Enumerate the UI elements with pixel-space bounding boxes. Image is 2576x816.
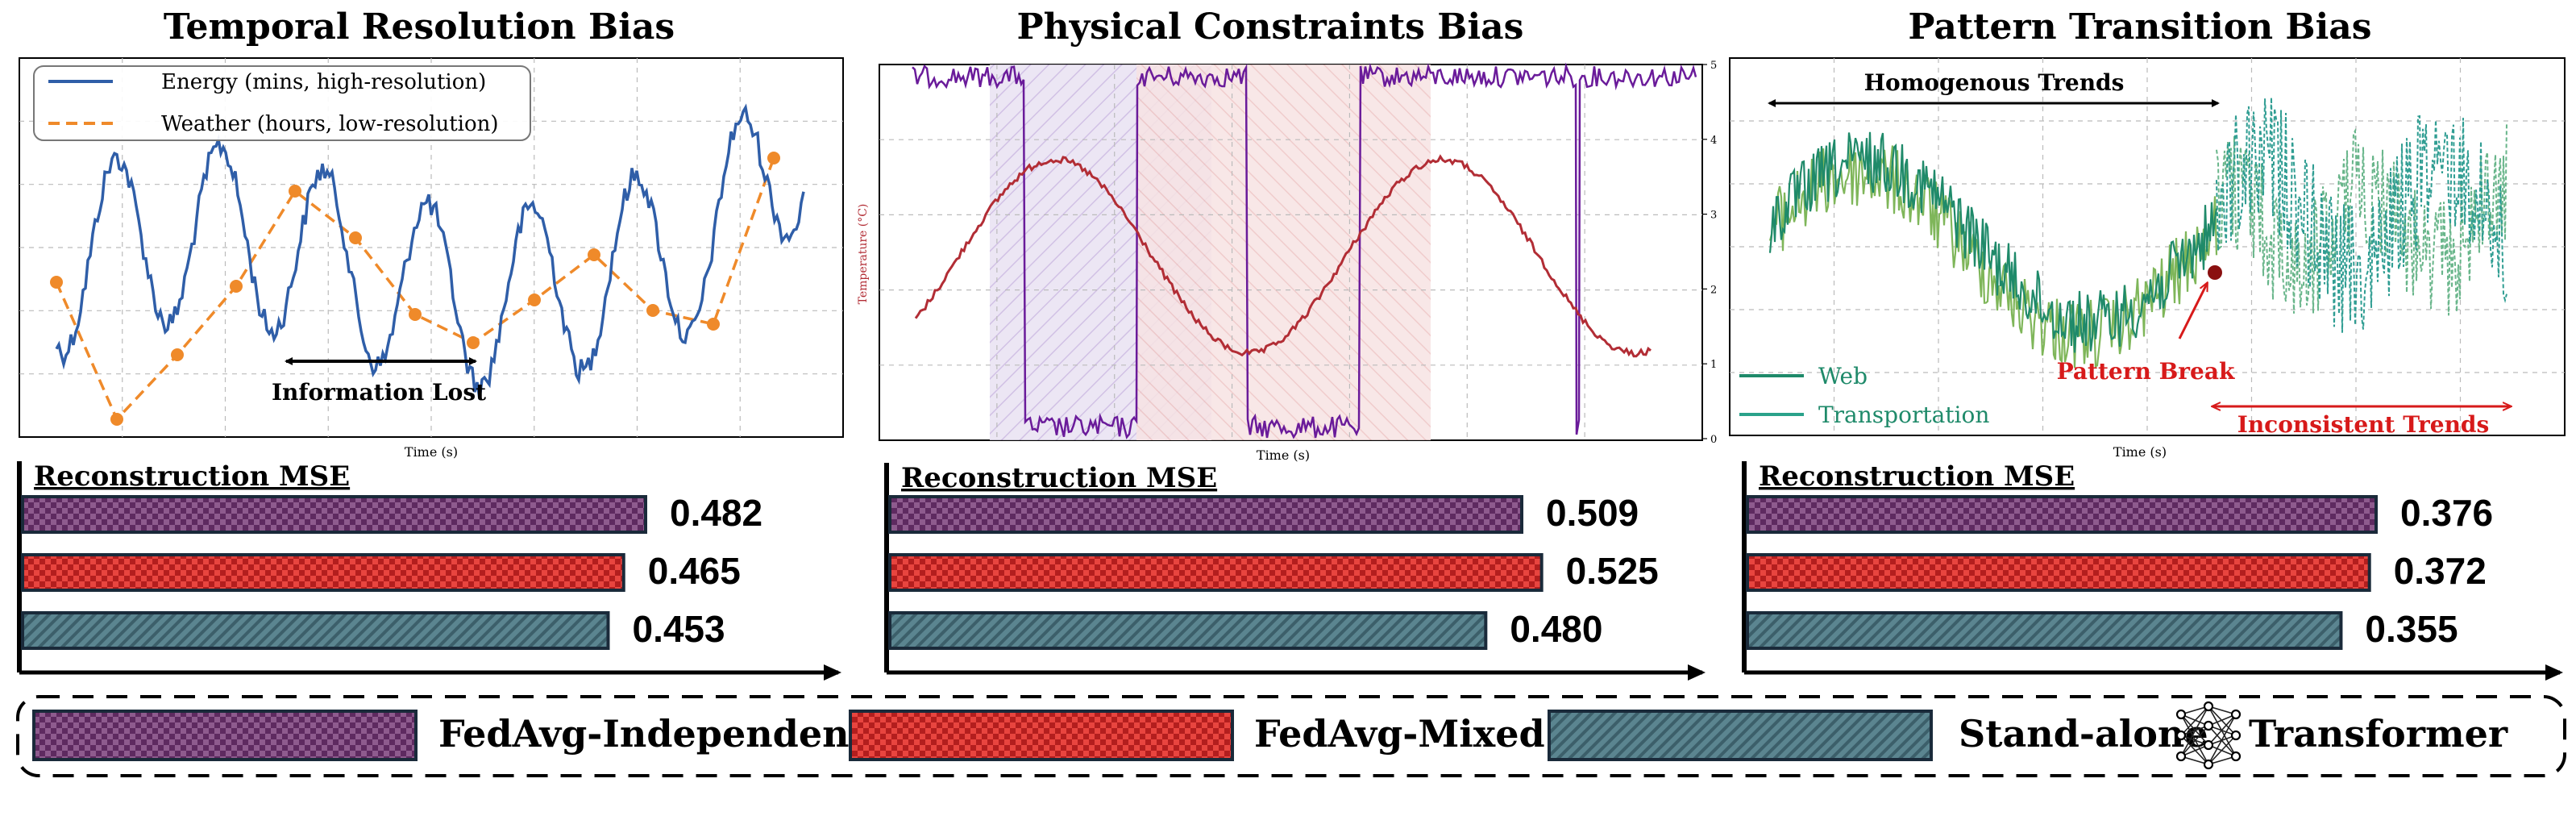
panel2-right-tick: 1: [1710, 359, 1717, 371]
homogenous-label: Homogenous Trends: [1864, 69, 2125, 96]
weather-point: [230, 280, 243, 293]
bar-value-label: 0.453: [632, 608, 725, 650]
bar-chart-3: Reconstruction MSE 0.376 0.372 0.355: [1742, 460, 2563, 681]
inconsistent-label: Inconsistent Trends: [2237, 411, 2490, 438]
information-lost-label: Information Lost: [272, 379, 486, 406]
shaded-region-pink: [1136, 65, 1431, 440]
bar-chart-title: Reconstruction MSE: [901, 462, 1217, 494]
transport-series-line: [1768, 143, 2218, 368]
bar-value-label: 0.465: [648, 550, 741, 592]
bar-chart-title: Reconstruction MSE: [34, 460, 350, 493]
panel3-xlabel: Time (s): [2113, 444, 2167, 460]
weather-point: [110, 413, 123, 426]
panel2-right-tick: 2: [1710, 284, 1717, 296]
constraint-series-line: [912, 62, 1697, 439]
legend-label-standalone: Stand-alone: [1959, 712, 2208, 756]
weather-point: [409, 308, 422, 321]
weather-point: [707, 318, 720, 331]
web-series-line-2: [2216, 97, 2507, 333]
bar-value-label: 0.525: [1566, 550, 1659, 592]
legend-swatch-standalone: [1548, 710, 1933, 761]
panel2-right-tick: 0: [1710, 434, 1717, 446]
panel2-right-tick: 4: [1710, 135, 1717, 147]
panel3-plot: Homogenous Trends Pattern Break Inconsis…: [1729, 57, 2566, 460]
weather-points: [50, 152, 780, 426]
panel1-plot: Information Lost Energy (mins, high-reso…: [19, 57, 844, 460]
bar-chart-1: Reconstruction MSE 0.482 0.465 0.453: [17, 460, 841, 681]
bar-standalone: [1746, 611, 2343, 650]
bar-value-label: 0.355: [2365, 608, 2458, 650]
panel3-title: Pattern Transition Bias: [1908, 6, 2371, 48]
pattern-break-label: Pattern Break: [2057, 358, 2235, 385]
bar-value-label: 0.509: [1546, 492, 1639, 534]
transport-series-line-2: [2216, 123, 2507, 316]
legend-label-mixed: FedAvg-Mixed: [1254, 712, 1545, 756]
panel2-xlabel: Time (s): [1257, 448, 1310, 463]
bar-independent: [1746, 495, 2378, 534]
bar-mixed: [1746, 553, 2371, 592]
bar-independent: [888, 495, 1523, 534]
bar-value-label: 0.376: [2400, 492, 2493, 534]
weather-point: [50, 276, 63, 289]
panel2-plot: Temperature (°C) 0 1 2 3 4 5 Time (s): [857, 60, 1717, 463]
bar-chart-2: Reconstruction MSE 0.509 0.525 0.480: [884, 462, 1706, 681]
bottom-legend: FedAvg-Independent FedAvg-Mixed Stand-al…: [16, 695, 2566, 777]
panel3-legend: Web Transportation: [1739, 363, 1989, 428]
legend-energy: Energy (mins, high-resolution): [161, 70, 486, 94]
panel1-legend: Energy (mins, high-resolution) Weather (…: [33, 65, 531, 141]
panel1-title: Temporal Resolution Bias: [164, 6, 675, 48]
legend-weather: Weather (hours, low-resolution): [161, 112, 499, 136]
bar-mixed: [21, 553, 625, 592]
pattern-break-arrow: [2178, 284, 2207, 339]
legend-swatch-mixed: [849, 710, 1234, 761]
legend-swatch-independent: [32, 710, 418, 761]
panel2-title: Physical Constraints Bias: [1017, 6, 1524, 48]
web-series-line: [1768, 131, 2218, 353]
panel2-grid: [879, 65, 1702, 440]
weather-point: [289, 185, 301, 198]
pattern-break-marker: [2208, 265, 2222, 280]
weather-point: [646, 304, 659, 317]
legend-web: Web: [1818, 363, 1868, 389]
panel1-xlabel: Time (s): [405, 444, 458, 460]
panel2-right-tick: 3: [1710, 210, 1717, 222]
bar-independent: [21, 495, 647, 534]
energy-series-line: [55, 103, 805, 399]
bar-value-label: 0.372: [2394, 550, 2487, 592]
panel2-ylabel: Temperature (°C): [857, 204, 870, 305]
weather-point: [767, 152, 780, 164]
weather-point: [171, 348, 184, 361]
panel2-right-tick: 5: [1710, 60, 1717, 72]
bar-mixed: [888, 553, 1544, 592]
bar-value-label: 0.480: [1510, 608, 1602, 650]
legend-label-independent: FedAvg-Independent: [438, 712, 867, 756]
weather-point: [588, 248, 600, 261]
bar-standalone: [888, 611, 1488, 650]
panel2-right-ticks: 0 1 2 3 4 5: [1702, 60, 1717, 446]
bar-standalone: [21, 611, 610, 650]
weather-point: [467, 336, 480, 349]
legend-transportation: Transportation: [1818, 402, 1989, 428]
bar-chart-title: Reconstruction MSE: [1759, 460, 2075, 493]
transformer-network-icon: [2175, 701, 2242, 770]
legend-label-transformer: Transformer: [2249, 712, 2508, 756]
weather-point: [528, 294, 541, 306]
temperature-series-line: [914, 154, 1652, 358]
weather-point: [349, 231, 362, 244]
bar-charts: Reconstruction MSE0.4820.4650.453Reconst…: [17, 460, 2563, 681]
bar-value-label: 0.482: [670, 492, 762, 534]
